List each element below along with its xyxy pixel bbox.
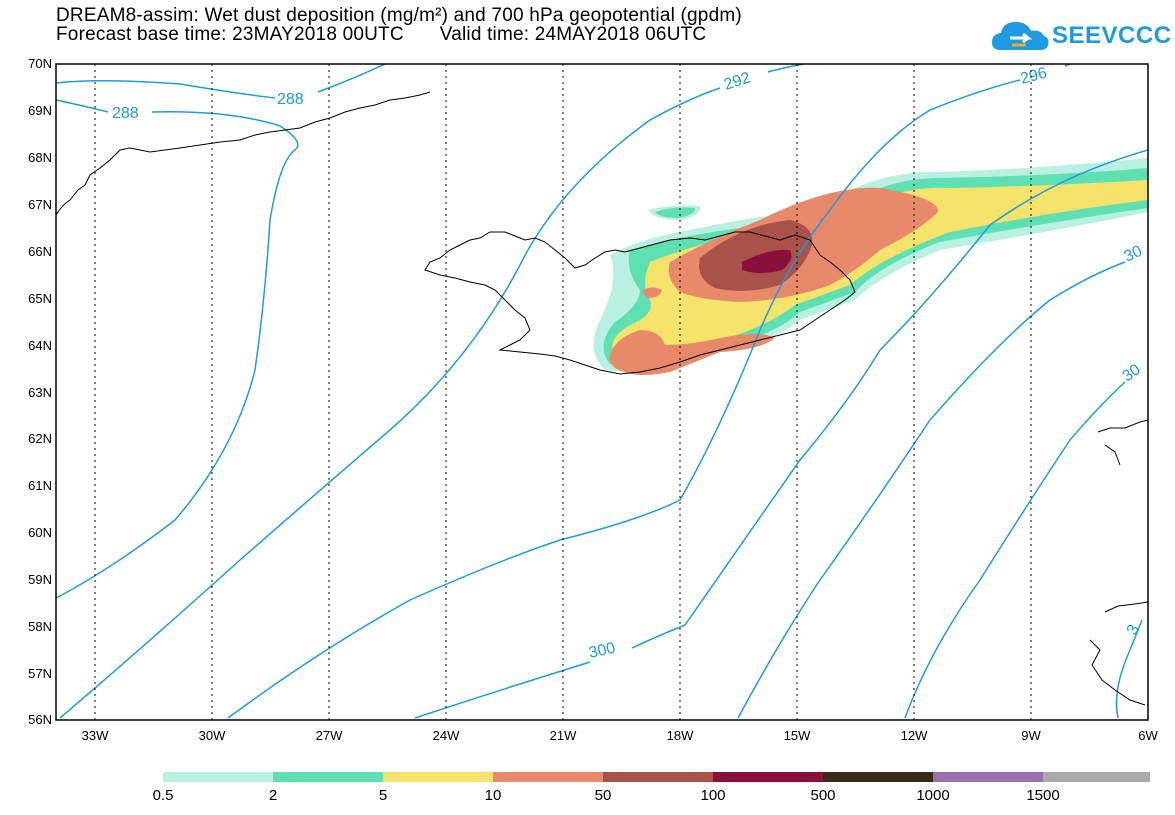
legend-swatch [823, 772, 933, 782]
contour-label: 292 [722, 69, 753, 93]
valid-time: Valid time: 24MAY2018 06UTC [439, 24, 707, 45]
lon-tick: 12W [901, 728, 928, 743]
lat-tick: 70N [28, 56, 52, 71]
legend-swatch [493, 772, 603, 782]
legend-swatch [163, 772, 273, 782]
dust-level-50 [699, 220, 813, 291]
legend-label: 0.5 [153, 787, 174, 804]
contour-label: 30 [1122, 243, 1145, 266]
contour-line [59, 64, 806, 719]
dust-level-100 [742, 249, 792, 273]
legend-swatch [603, 772, 713, 782]
legend-label: 5 [379, 787, 387, 804]
legend-label: 100 [700, 787, 725, 804]
lon-tick: 27W [316, 728, 343, 743]
lat-tick: 56N [28, 712, 52, 727]
legend-label: 500 [810, 787, 835, 804]
lon-tick: 33W [82, 728, 109, 743]
legend-swatch [933, 772, 1043, 782]
scotland-coast [1089, 601, 1148, 706]
contour-line [414, 149, 1148, 719]
lat-tick: 64N [28, 338, 52, 353]
map-title: DREAM8-assim: Wet dust deposition (mg/m²… [56, 5, 742, 26]
logo-text: SEEVCCC [1052, 22, 1172, 49]
grid-lines [94, 64, 1032, 720]
legend-swatch [383, 772, 493, 782]
lat-tick: 68N [28, 150, 52, 165]
map-frame [55, 63, 1149, 721]
lon-tick: 30W [199, 728, 226, 743]
lon-tick: 6W [1138, 728, 1158, 743]
greenland-coast [56, 91, 431, 216]
contour-line [227, 64, 1071, 719]
lat-tick: 57N [28, 666, 52, 681]
contour-label: 288 [277, 91, 304, 108]
legend-swatch [1043, 772, 1150, 782]
contour-label: 30 [1120, 361, 1144, 385]
dust-level-5 [612, 180, 1148, 358]
lat-tick: 58N [28, 619, 52, 634]
lat-tick: 63N [28, 385, 52, 400]
legend-label: 50 [595, 787, 612, 804]
coastlines [56, 91, 1148, 706]
iceland-coast [424, 231, 856, 375]
lon-tick: 21W [550, 728, 577, 743]
legend-label: 1500 [1026, 787, 1059, 804]
lat-tick: 66N [28, 244, 52, 259]
contour-line [1115, 619, 1143, 719]
lat-tick: 62N [28, 431, 52, 446]
lat-tick: 65N [28, 291, 52, 306]
lat-tick: 61N [28, 478, 52, 493]
contour-label: 300 [587, 640, 617, 662]
color-legend: 0.5 2 5 10 50 100 500 1000 1500 [153, 772, 1150, 804]
legend-swatch [273, 772, 383, 782]
contour-line [56, 64, 386, 99]
legend-label: 1000 [916, 787, 949, 804]
lon-tick: 9W [1021, 728, 1041, 743]
contour-label: 296 [1019, 65, 1049, 88]
lat-tick: 60N [28, 525, 52, 540]
longitude-ticks: 33W 30W 27W 24W 21W 18W 15W 12W 9W 6W [82, 728, 1159, 743]
lon-tick: 24W [433, 728, 460, 743]
cloud-logo-icon [992, 22, 1049, 50]
contour-line [56, 99, 299, 599]
legend-label: 10 [485, 787, 502, 804]
geopotential-contours [56, 64, 1148, 719]
latitude-ticks: 70N 69N 68N 67N 66N 65N 64N 63N 62N 61N … [28, 56, 52, 727]
lat-tick: 69N [28, 103, 52, 118]
contour-line [737, 261, 1126, 719]
map-times: Forecast base time: 23MAY2018 00UTC Valid… [56, 25, 706, 45]
norway-coast [1097, 419, 1148, 466]
contour-label: 288 [112, 105, 139, 122]
lon-tick: 15W [784, 728, 811, 743]
base-time: Forecast base time: 23MAY2018 00UTC [56, 24, 404, 45]
legend-label: 2 [269, 787, 277, 804]
lat-tick: 67N [28, 197, 52, 212]
legend-swatch [713, 772, 823, 782]
lat-tick: 59N [28, 572, 52, 587]
seevccc-logo: SEEVCCC [990, 14, 1172, 58]
contour-line [904, 381, 1126, 719]
dust-deposition-field [593, 158, 1148, 375]
lon-tick: 18W [667, 728, 694, 743]
